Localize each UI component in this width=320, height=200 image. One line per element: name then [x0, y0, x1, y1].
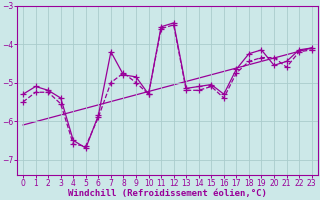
X-axis label: Windchill (Refroidissement éolien,°C): Windchill (Refroidissement éolien,°C): [68, 189, 267, 198]
